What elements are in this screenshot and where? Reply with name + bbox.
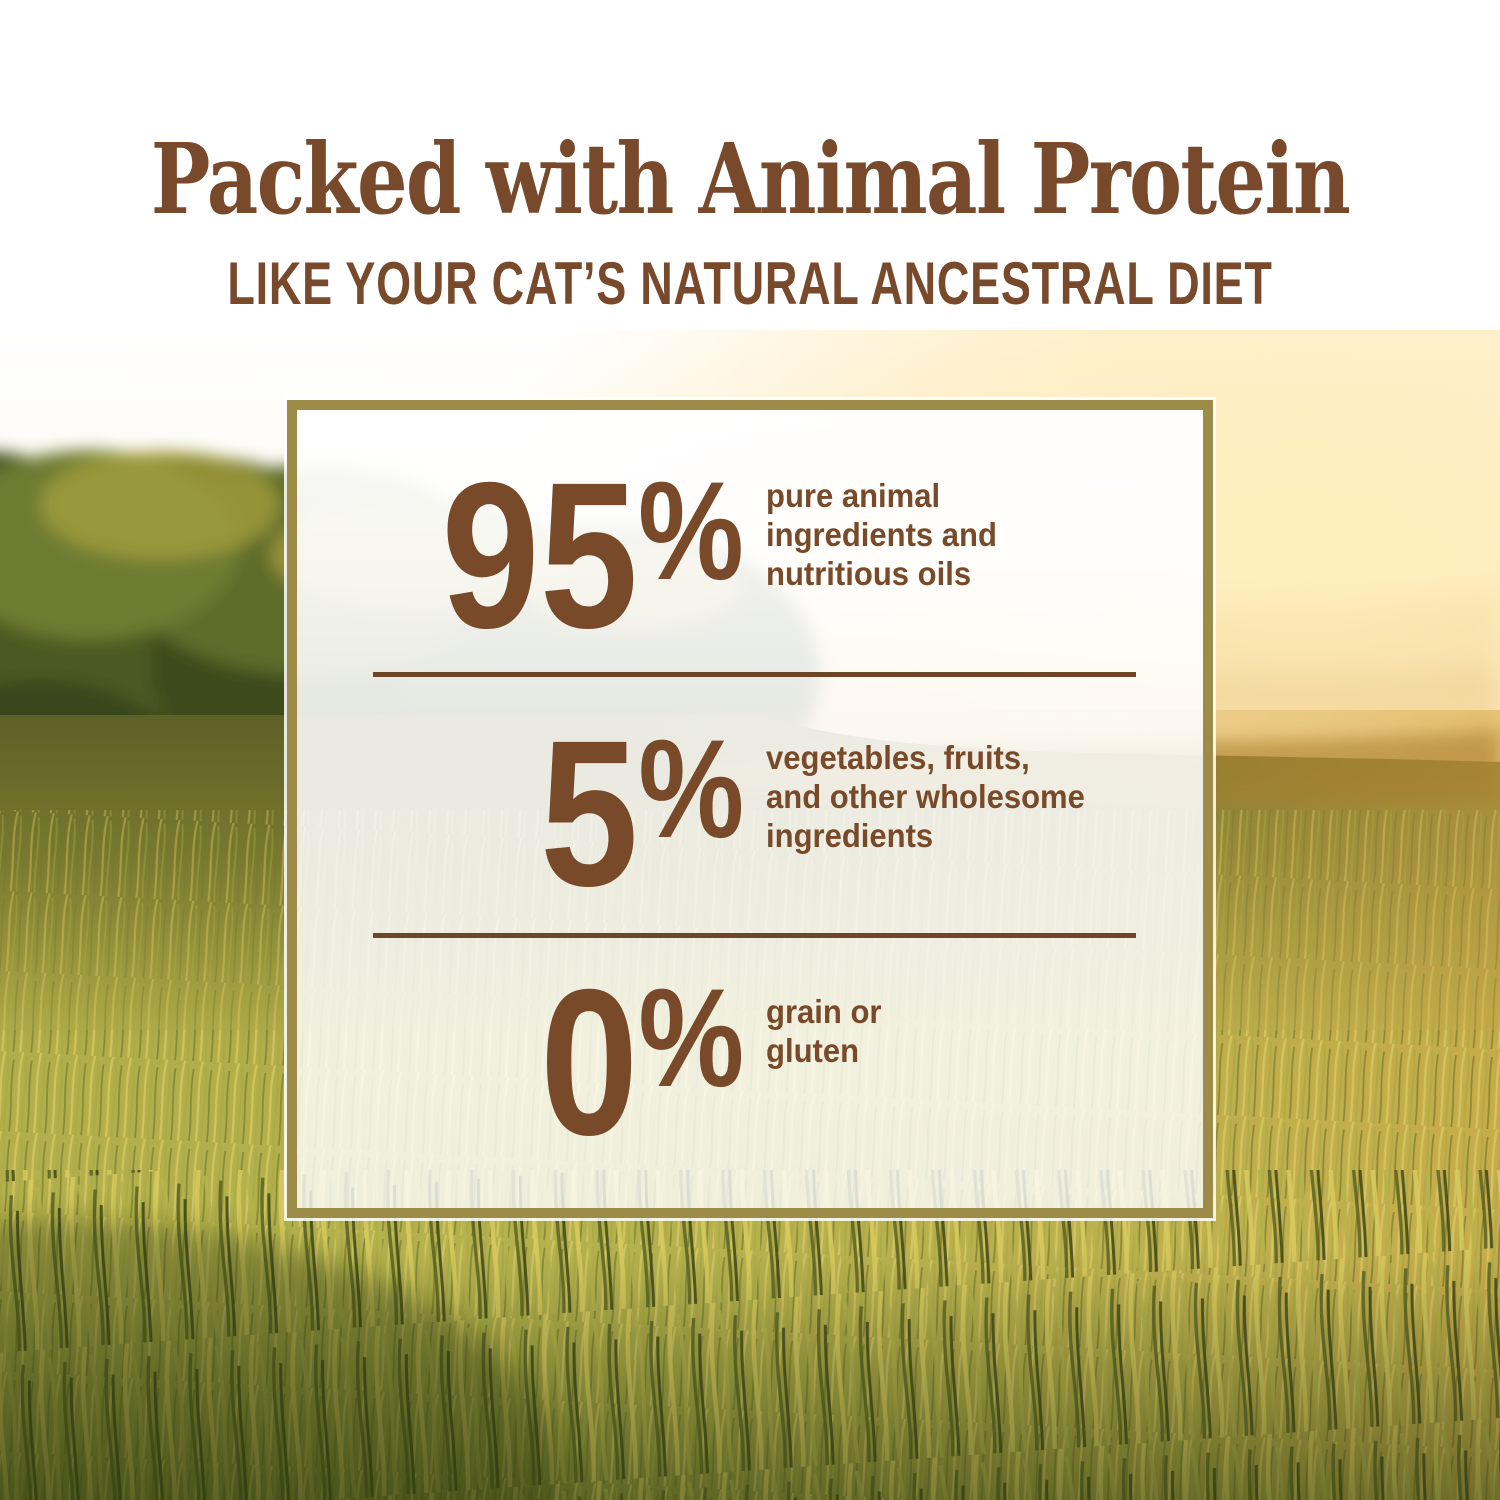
divider [373,672,1136,677]
stat-digits: 0 [539,947,639,1179]
stat-desc-line: vegetables, fruits, [766,739,1030,776]
subheadline: LIKE YOUR CAT’S NATURAL ANCESTRAL DIET [227,250,1273,317]
stat-desc-line: ingredients and [766,516,997,553]
divider [373,933,1136,938]
stat-value-vegetables: 5% [540,710,744,918]
percent-sign: % [638,959,744,1116]
stats-panel: 95% pure animal ingredients and nutritio… [284,397,1216,1221]
stat-digits: 95 [441,440,639,672]
stat-digits: 5 [539,698,639,930]
stat-desc-line: and other wholesome [766,778,1085,815]
stat-desc-line: nutritious oils [766,555,972,592]
stat-desc-line: pure animal [766,477,941,514]
stat-description-grain: grain or gluten [766,992,881,1070]
stat-value-grain: 0% [540,959,744,1167]
percent-sign: % [638,452,744,609]
stat-desc-line: grain or [766,993,882,1030]
stats-panel-inner: 95% pure animal ingredients and nutritio… [297,410,1203,1208]
headline: Packed with Animal Protein [150,122,1351,236]
stat-description-vegetables: vegetables, fruits, and other wholesome … [766,738,1085,855]
grass-shadow-left [0,1220,560,1500]
stat-desc-line: ingredients [766,817,934,854]
stat-value-animal-protein: 95% [442,452,744,660]
stat-description-animal-protein: pure animal ingredients and nutritious o… [766,476,997,593]
percent-sign: % [638,710,744,867]
stat-desc-line: gluten [766,1032,860,1069]
